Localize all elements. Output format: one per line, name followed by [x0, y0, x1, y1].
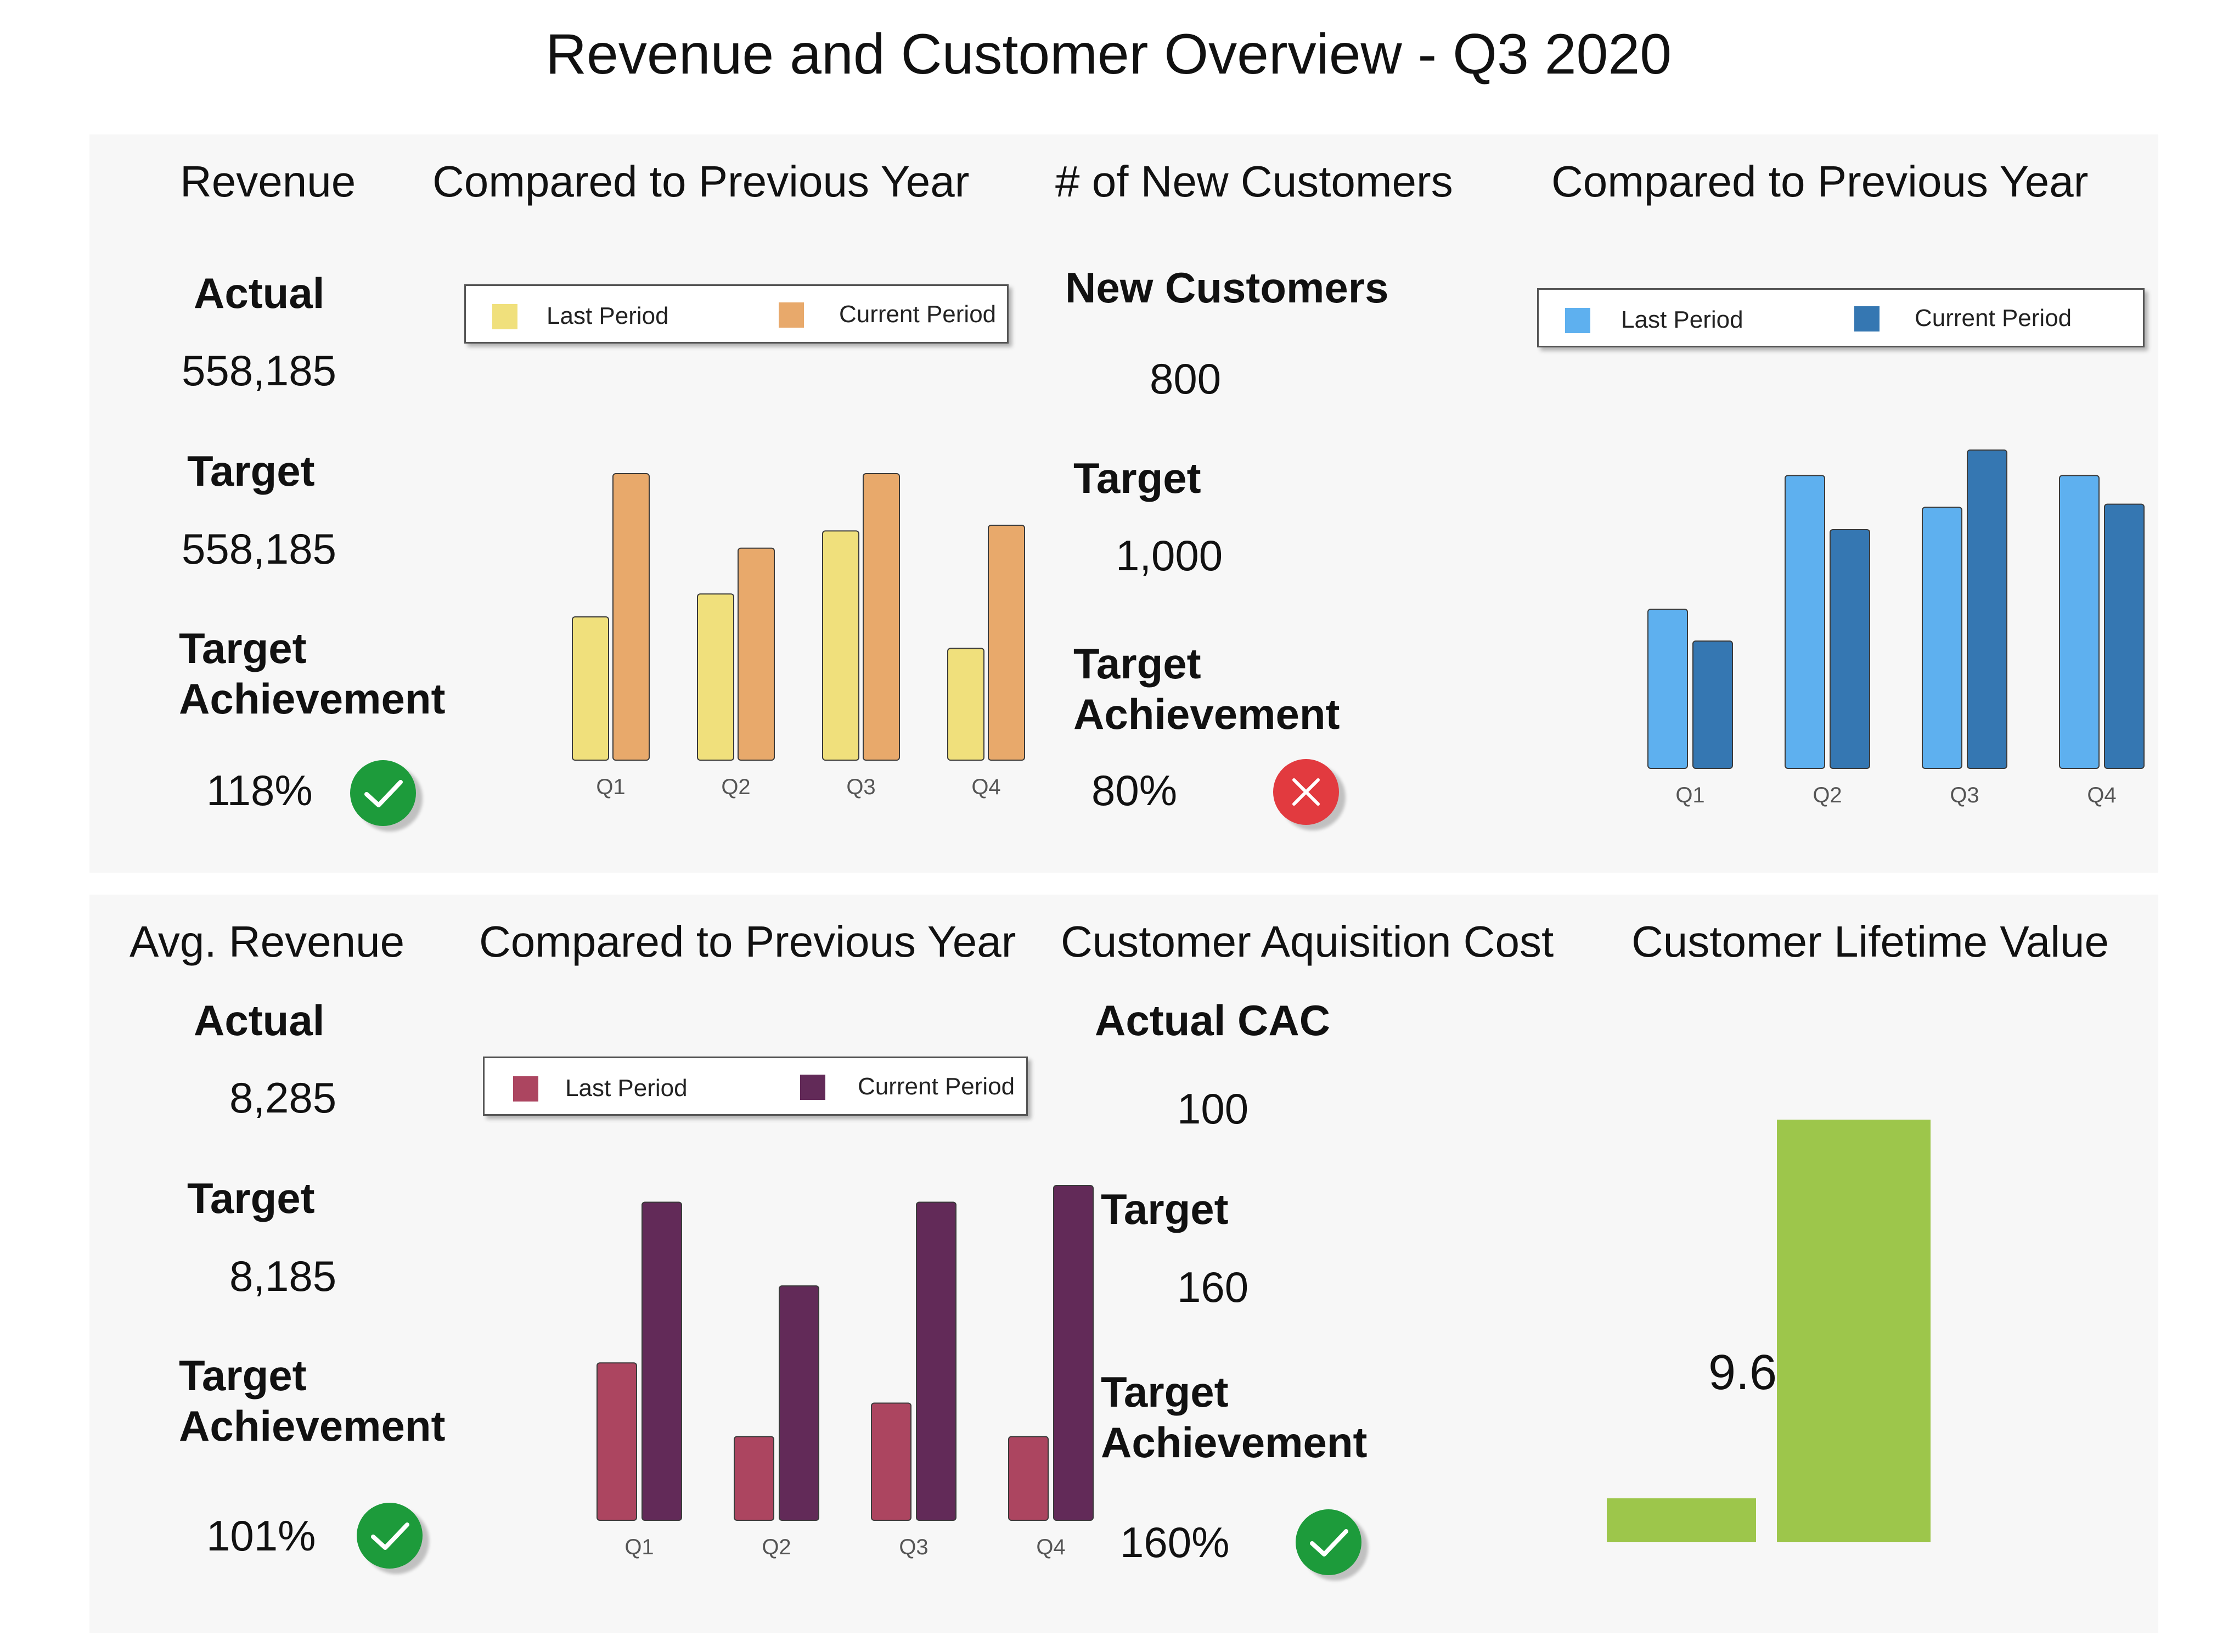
customers-actual-value: 800 — [1150, 355, 1222, 403]
cltv-heading: Customer Lifetime Value — [1631, 917, 2109, 966]
customers-achievement-value: 80% — [1091, 766, 1178, 814]
check-icon — [357, 1503, 423, 1569]
x-tick-label: Q3 — [846, 775, 875, 799]
avg-revenue-bar-chart: Q1 Q2 Q3 Q4 — [597, 1185, 1094, 1559]
bar-q3-current-period — [1967, 449, 2007, 769]
legend-label-current: Current Period — [858, 1073, 1015, 1100]
revenue-actual-label: Actual — [194, 269, 325, 317]
legend-label-current: Current Period — [1915, 305, 2072, 331]
x-tick-label: Q1 — [624, 1535, 654, 1559]
bar-q1-last-period — [572, 616, 609, 761]
x-tick-label: Q3 — [899, 1535, 928, 1559]
bar-q4-last-period — [1008, 1436, 1049, 1521]
legend-swatch-current — [1854, 306, 1880, 331]
avg-revenue-achievement-label: Target Achievement — [179, 1351, 446, 1451]
bar-q2-last-period — [1785, 475, 1825, 769]
bar-q3-current-period — [863, 473, 900, 761]
customers-achievement-label: Target Achievement — [1073, 639, 1340, 739]
customers-heading: # of New Customers — [1055, 157, 1453, 206]
bar-q4-current-period — [988, 524, 1025, 761]
check-icon — [350, 760, 416, 826]
revenue-compare-heading: Compared to Previous Year — [432, 157, 970, 206]
cac-achievement-label: Target Achievement — [1101, 1368, 1368, 1467]
legend-swatch-current — [800, 1075, 825, 1100]
revenue-target-label: Target — [187, 447, 315, 495]
bar-q3-last-period — [1922, 507, 1962, 769]
legend-swatch-last — [492, 304, 517, 329]
top-panel: Revenue Actual 558,185 Target 558,185 Ta… — [89, 134, 2158, 873]
bar-q3-last-period — [822, 530, 859, 761]
legend-label-last: Last Period — [1621, 306, 1743, 333]
bar-q3-current-period — [916, 1201, 956, 1521]
cac-actual-label: Actual CAC — [1095, 996, 1331, 1044]
x-tick-label: Q4 — [971, 775, 1000, 799]
avg-revenue-achievement-value: 101% — [206, 1511, 316, 1560]
avg-legend: Last Period Current Period — [483, 1057, 1028, 1116]
legend-label-last: Last Period — [565, 1075, 688, 1102]
revenue-target-value: 558,185 — [182, 525, 336, 573]
customers-compare-heading: Compared to Previous Year — [1551, 157, 2089, 206]
avg-revenue-target-value: 8,185 — [229, 1252, 337, 1300]
bar-q2-current-period — [779, 1285, 819, 1521]
customers-target-value: 1,000 — [1116, 531, 1223, 580]
bar-q1-current-period — [1692, 640, 1733, 769]
bottom-panel: Avg. Revenue Actual 8,285 Target 8,185 T… — [89, 895, 2158, 1633]
cac-heading: Customer Aquisition Cost — [1061, 917, 1554, 966]
avg-revenue-actual-value: 8,285 — [229, 1074, 337, 1122]
legend-swatch-last — [1565, 308, 1590, 333]
bar-q1-last-period — [597, 1362, 637, 1521]
avg-compare-heading: Compared to Previous Year — [479, 917, 1016, 966]
dashboard-title: Revenue and Customer Overview - Q3 2020 — [545, 23, 1672, 86]
cac-target-label: Target — [1101, 1185, 1229, 1233]
x-icon — [1273, 759, 1339, 825]
x-tick-label: Q3 — [1950, 783, 1979, 807]
bar-q1-current-period — [642, 1201, 682, 1521]
customers-bar-chart: Q1 Q2 Q3 Q4 — [1647, 449, 2145, 807]
bar-q2-last-period — [734, 1436, 774, 1521]
customers-target-label: Target — [1073, 454, 1201, 502]
revenue-heading: Revenue — [180, 157, 356, 206]
revenue-actual-value: 558,185 — [182, 346, 336, 395]
cac-actual-value: 100 — [1177, 1085, 1249, 1133]
cltv-bar-cac — [1607, 1498, 1756, 1542]
cac-achievement-value: 160% — [1120, 1518, 1230, 1566]
revenue-achievement-value: 118% — [206, 766, 313, 814]
x-tick-label: Q4 — [1036, 1535, 1065, 1559]
customers-actual-label: New Customers — [1065, 263, 1389, 312]
x-tick-label: Q2 — [1813, 783, 1842, 807]
legend-label-last: Last Period — [547, 302, 669, 329]
x-tick-label: Q2 — [721, 775, 750, 799]
revenue-legend: Last Period Current Period — [464, 284, 1009, 344]
bar-q2-current-period — [1830, 529, 1870, 769]
bar-q2-current-period — [738, 547, 775, 761]
legend-swatch-current — [779, 302, 804, 328]
revenue-bar-chart: Q1 Q2 Q3 Q4 — [572, 473, 1025, 799]
bar-q1-current-period — [612, 473, 650, 761]
x-tick-label: Q2 — [762, 1535, 791, 1559]
legend-swatch-last — [513, 1076, 538, 1102]
x-tick-label: Q1 — [1675, 783, 1704, 807]
bar-q3-last-period — [871, 1402, 911, 1521]
x-tick-label: Q4 — [2087, 783, 2116, 807]
avg-revenue-target-label: Target — [187, 1174, 315, 1222]
cltv-bar-clv — [1777, 1120, 1931, 1542]
avg-revenue-actual-label: Actual — [194, 996, 325, 1044]
avg-revenue-heading: Avg. Revenue — [130, 917, 405, 966]
check-icon — [1296, 1509, 1361, 1575]
bar-q4-current-period — [2104, 503, 2145, 769]
bar-q4-last-period — [947, 648, 984, 761]
x-tick-label: Q1 — [596, 775, 625, 799]
legend-label-current: Current Period — [839, 301, 997, 328]
cac-target-value: 160 — [1177, 1263, 1249, 1311]
bar-q4-last-period — [2059, 475, 2100, 769]
bar-q2-last-period — [697, 593, 734, 761]
revenue-achievement-label: Target Achievement — [179, 624, 446, 723]
bar-q1-last-period — [1647, 609, 1688, 769]
customers-legend: Last Period Current Period — [1537, 288, 2145, 347]
bar-q4-current-period — [1053, 1185, 1094, 1521]
